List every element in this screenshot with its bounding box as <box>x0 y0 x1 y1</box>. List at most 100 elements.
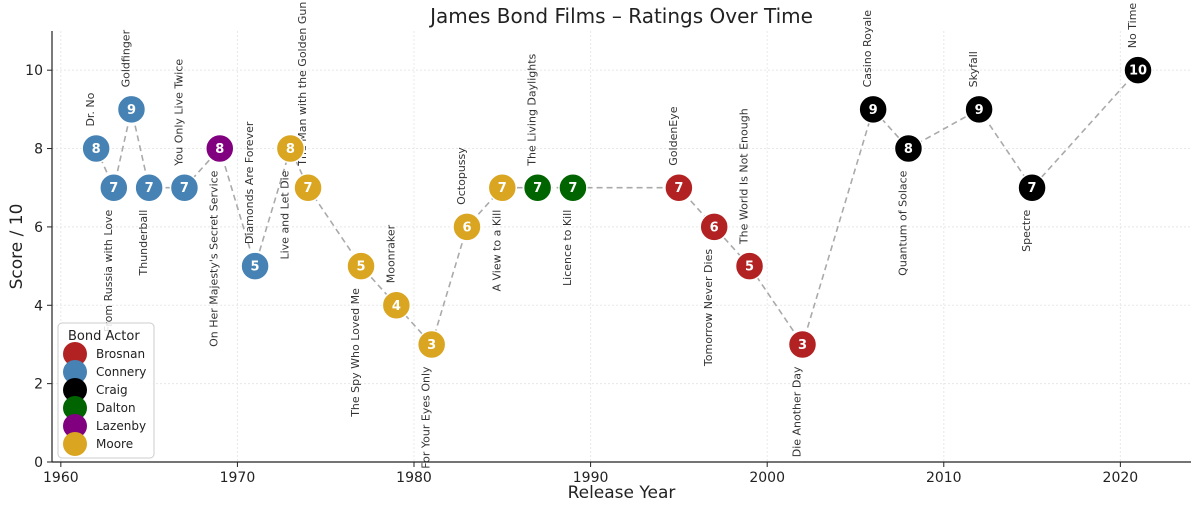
data-point: 7 <box>293 172 323 203</box>
film-title-label: Skyfall <box>967 51 980 87</box>
x-tick-label: 1970 <box>220 470 256 486</box>
legend-item: Moore <box>63 432 133 456</box>
data-point: 3 <box>787 329 818 360</box>
data-point-value: 5 <box>357 260 366 275</box>
data-point: 6 <box>452 212 482 242</box>
legend-item: Lazenby <box>63 414 146 438</box>
axes: 1960 1970 1980 1990 2000 2010 2020 0 2 4 6 8 10 <box>25 31 1191 486</box>
data-point-marker <box>381 290 412 321</box>
data-point: 7 <box>169 172 200 203</box>
film-title-label: A View to a Kill <box>490 210 503 292</box>
data-points: 8 7 9 7 7 8 5 8 7 5 4 3 6 7 7 7 7 6 5 3 9 8 9 7 10 <box>81 55 1153 360</box>
data-point: 5 <box>734 251 765 281</box>
film-title-label: Dr. No <box>84 92 97 126</box>
x-tick-label: 1960 <box>43 470 79 486</box>
film-title-label: No Time to Die <box>1126 0 1139 48</box>
legend-marker <box>63 360 87 384</box>
data-point: 9 <box>116 94 147 125</box>
data-point-value: 4 <box>392 299 401 314</box>
y-tick-label: 10 <box>25 63 43 79</box>
film-title-label: The World Is Not Enough <box>738 108 751 245</box>
data-point-value: 8 <box>286 142 295 157</box>
data-point: 8 <box>275 133 306 164</box>
film-title-label: Casino Royale <box>861 10 874 88</box>
y-tick-label: 0 <box>34 455 43 471</box>
data-point: 7 <box>99 172 129 203</box>
y-tick-label: 6 <box>34 220 43 236</box>
film-title-label: Quantum of Solace <box>896 170 909 275</box>
legend-marker <box>63 378 87 402</box>
legend-marker <box>63 342 87 366</box>
data-point-value: 7 <box>109 181 118 196</box>
film-title-label: Octopussy <box>455 147 468 205</box>
data-point-value: 7 <box>145 181 154 196</box>
data-point-marker <box>858 94 888 125</box>
data-point-value: 7 <box>180 181 189 196</box>
legend-label: Moore <box>96 437 133 451</box>
data-point-marker <box>964 94 994 125</box>
data-point-marker <box>293 172 323 203</box>
data-point: 9 <box>964 94 994 125</box>
film-title-label: Moonraker <box>384 224 397 283</box>
data-point-marker <box>275 133 306 164</box>
data-point-value: 3 <box>798 338 807 353</box>
data-point-marker <box>134 172 164 203</box>
film-title-label: On Her Majesty's Secret Service <box>208 170 221 347</box>
data-point: 7 <box>664 172 694 203</box>
data-point-marker <box>205 133 235 164</box>
data-point-value: 8 <box>92 142 101 157</box>
legend: Bond Actor Brosnan Connery Craig Dalton Lazen… <box>57 322 155 459</box>
data-point: 7 <box>487 172 518 203</box>
film-title-label: Spectre <box>1020 210 1033 252</box>
data-point-marker <box>522 172 553 203</box>
data-point-value: 9 <box>869 103 878 118</box>
data-point: 7 <box>1017 172 1047 203</box>
legend-item: Craig <box>63 378 128 402</box>
y-axis-label: Score / 10 <box>7 204 27 290</box>
y-tick-label: 2 <box>34 377 43 393</box>
data-point-marker <box>487 172 518 203</box>
data-point-value: 7 <box>304 181 313 196</box>
chart-title: James Bond Films – Ratings Over Time <box>428 4 813 28</box>
film-title-label: The Man with the Golden Gun <box>296 2 309 167</box>
data-point: 3 <box>416 329 447 360</box>
data-point-marker <box>558 172 588 203</box>
data-point-marker <box>452 212 482 242</box>
data-point: 8 <box>81 133 111 164</box>
film-title-label: Licence to Kill <box>561 210 574 286</box>
data-point-marker <box>81 133 111 164</box>
data-point-value: 3 <box>427 338 436 353</box>
film-labels: Dr. No From Russia with Love Goldfinger Thu… <box>84 0 1139 469</box>
data-point-marker <box>116 94 147 125</box>
legend-label: Lazenby <box>96 419 146 433</box>
data-point-value: 9 <box>127 103 136 118</box>
data-point-marker <box>893 133 924 164</box>
data-point-marker <box>346 251 376 281</box>
data-point: 7 <box>522 172 553 203</box>
data-point-value: 7 <box>674 181 683 196</box>
data-point-value: 8 <box>215 142 224 157</box>
data-point-marker <box>664 172 694 203</box>
data-point-marker <box>734 251 765 281</box>
legend-marker <box>63 432 87 456</box>
legend-item: Brosnan <box>63 342 145 366</box>
data-point-marker <box>787 329 818 360</box>
y-tick-label: 8 <box>34 142 43 158</box>
data-point-value: 7 <box>498 181 507 196</box>
data-point-value: 7 <box>568 181 577 196</box>
data-point-value: 6 <box>462 220 471 235</box>
data-point: 5 <box>240 251 270 281</box>
x-tick-label: 2000 <box>749 470 785 486</box>
film-title-label: Diamonds Are Forever <box>243 121 256 244</box>
data-point: 8 <box>893 133 924 164</box>
data-point-marker <box>699 212 729 242</box>
data-point-value: 7 <box>1028 181 1037 196</box>
film-title-label: Goldfinger <box>119 29 132 87</box>
data-point: 7 <box>134 172 164 203</box>
data-point: 8 <box>205 133 235 164</box>
legend-label: Craig <box>96 383 128 397</box>
film-title-label: For Your Eyes Only <box>420 366 433 469</box>
legend-item: Dalton <box>63 396 136 420</box>
film-title-label: Thunderball <box>137 210 150 277</box>
